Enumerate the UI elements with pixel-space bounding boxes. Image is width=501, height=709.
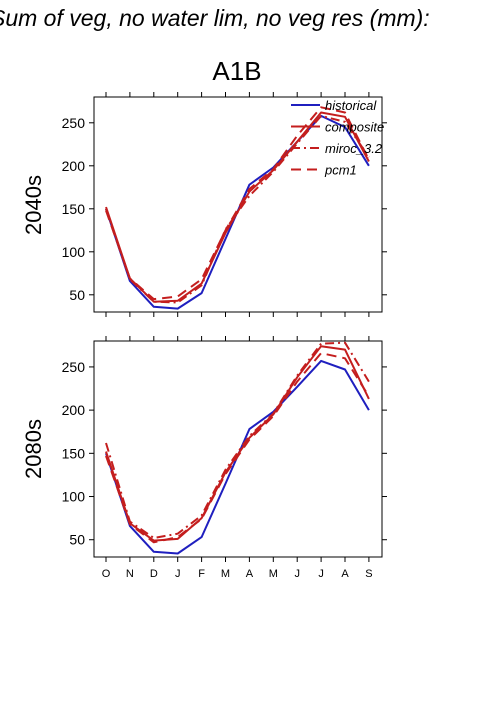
month-label: M: [269, 568, 278, 580]
legend: historical composite miroc_3.2 pcm1: [291, 98, 384, 178]
month-label: N: [126, 568, 134, 580]
y-tick-label: 150: [62, 201, 86, 217]
panel-2080s: 2080s 50 100 150 200 250 O N D J F M A M J J A S: [21, 336, 387, 580]
legend-label-composite: composite: [325, 120, 384, 135]
series-line-pcm1: [105, 106, 370, 301]
month-label: J: [318, 568, 324, 580]
legend-label-pcm1: pcm1: [324, 163, 357, 178]
y-tick-label: 250: [62, 115, 86, 131]
month-label: A: [246, 568, 254, 580]
row-label: 2040s: [21, 175, 46, 235]
figure-title: Sum of veg, no water lim, no veg res (mm…: [0, 5, 430, 31]
month-label: M: [221, 568, 230, 580]
month-label: D: [150, 568, 158, 580]
scenario-title: A1B: [212, 56, 261, 86]
legend-label-miroc_3.2: miroc_3.2: [325, 141, 383, 156]
panel-2040s: 2040s 50 100 150 200 250 historical composite mi…: [21, 92, 387, 317]
legend-label-historical: historical: [325, 98, 377, 113]
y-tick-label: 100: [62, 244, 86, 260]
month-label: S: [365, 568, 372, 580]
y-tick-label: 50: [69, 287, 85, 303]
series-line-pcm1: [105, 352, 370, 544]
month-label: J: [294, 568, 300, 580]
plot-frame: [93, 96, 383, 313]
month-label: J: [175, 568, 181, 580]
y-tick-label: 250: [62, 359, 86, 375]
series-line-miroc_3.2: [105, 114, 370, 304]
y-tick-label: 50: [69, 532, 85, 548]
y-tick-label: 200: [62, 402, 86, 418]
y-tick-label: 150: [62, 445, 86, 461]
plot-frame: [93, 340, 383, 558]
series-line-composite: [105, 345, 370, 542]
y-tick-label: 200: [62, 158, 86, 174]
series-line-miroc_3.2: [105, 341, 370, 539]
month-label: O: [102, 568, 111, 580]
month-label: A: [341, 568, 349, 580]
y-tick-label: 100: [62, 489, 86, 505]
row-label: 2080s: [21, 419, 46, 479]
month-label: F: [198, 568, 205, 580]
